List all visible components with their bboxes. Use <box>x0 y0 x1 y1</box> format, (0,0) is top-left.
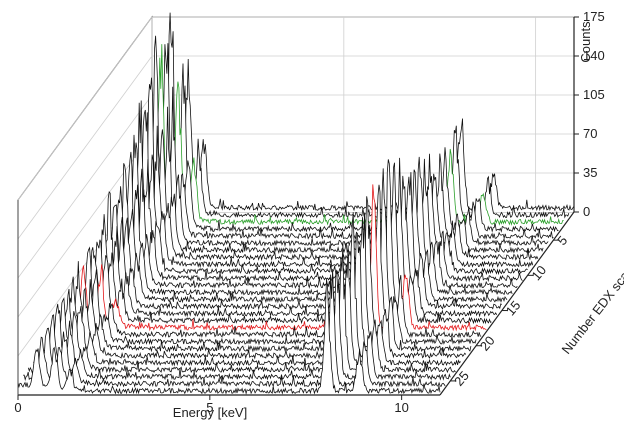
x-tick-label-1: 5 <box>206 400 213 415</box>
x-tick-label-2: 10 <box>394 400 408 415</box>
trace-scan-21 <box>48 232 472 353</box>
trace-scan-2 <box>146 43 570 219</box>
trace-scan-22 <box>43 212 467 360</box>
back-wall <box>151 16 575 213</box>
trace-scan-14 <box>84 162 508 304</box>
trace-scan-12 <box>94 175 518 290</box>
grid-line-side-z-3 <box>17 94 153 279</box>
trace-scan-19 <box>58 196 482 339</box>
trace-scan-27 <box>17 279 441 395</box>
trace-scan-7 <box>120 100 544 255</box>
x-axis-label: Energy [keV] <box>173 405 247 420</box>
z-tick-label-0: 0 <box>583 204 590 219</box>
trace-scan-6 <box>126 109 549 248</box>
z-tick-label-2: 70 <box>583 126 597 141</box>
trace-scan-18 <box>64 184 487 332</box>
z-tick-label-1: 35 <box>583 165 597 180</box>
trace-scan-10 <box>105 163 528 276</box>
trace-fill-scan-26 <box>23 269 446 388</box>
trace-scan-13 <box>90 157 513 297</box>
trace-scan-23 <box>38 245 461 367</box>
trace-scan-8 <box>115 134 539 262</box>
grid-line-side-z-5 <box>17 16 153 201</box>
z-tick-label-3: 105 <box>583 87 605 102</box>
trace-scan-11 <box>100 172 523 283</box>
trace-scan-20 <box>53 212 477 346</box>
trace-scan-9 <box>110 151 534 269</box>
x-tick-label-0: 0 <box>14 400 21 415</box>
trace-scan-17 <box>69 184 492 325</box>
y-axis-label: Number EDX scan <box>559 263 624 357</box>
chart-axes <box>17 16 579 400</box>
y-tick-label-0: 5 <box>554 233 570 248</box>
trace-scan-16 <box>74 168 498 318</box>
trace-scan-25 <box>27 270 451 381</box>
z-axis-label: Counts <box>578 21 593 63</box>
chart-traces <box>17 12 575 395</box>
z-tick-label-5: 175 <box>583 9 605 24</box>
y-axis-line <box>439 211 575 396</box>
grid-line-side-z-4 <box>17 55 153 240</box>
trace-scan-24 <box>33 242 456 374</box>
trace-scan-5 <box>131 77 554 240</box>
trace-scan-4 <box>136 35 559 233</box>
trace-scan-26 <box>23 269 446 388</box>
z-tick-label-4: 140 <box>583 48 605 63</box>
